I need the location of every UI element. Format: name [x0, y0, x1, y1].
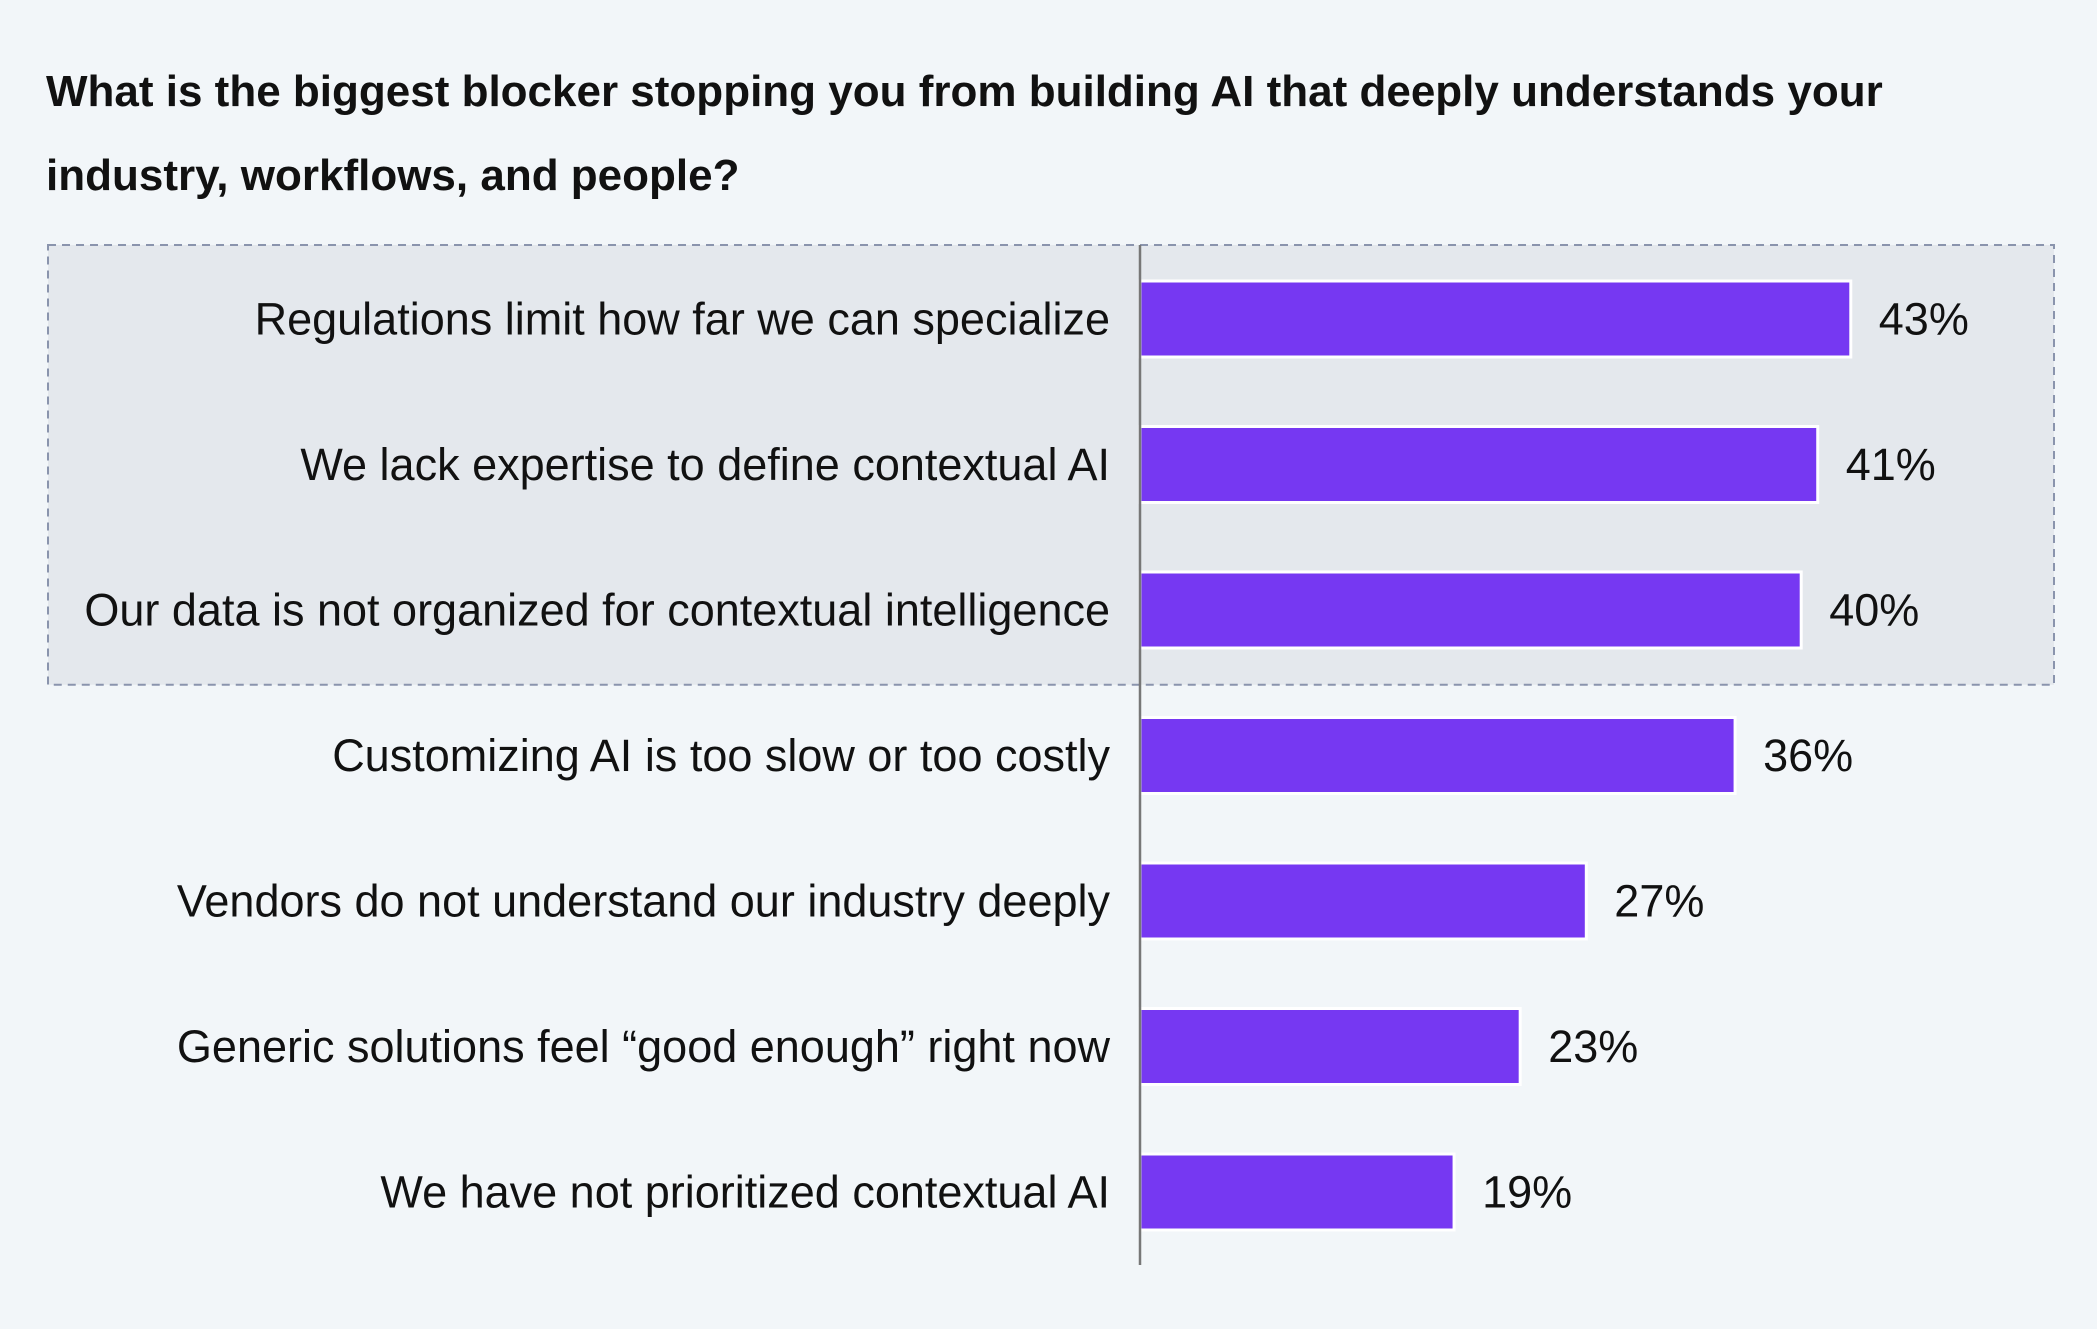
category-label: Our data is not organized for contextual… [84, 585, 1110, 636]
chart-title: What is the biggest blocker stopping you… [46, 67, 1883, 200]
bar [1138, 425, 1820, 504]
category-label: Vendors do not understand our industry d… [177, 876, 1111, 927]
category-label: We lack expertise to define contextual A… [300, 439, 1110, 490]
bar [1138, 570, 1803, 650]
category-label: We have not prioritized contextual AI [380, 1167, 1110, 1218]
value-label: 43% [1879, 294, 1969, 345]
value-label: 40% [1829, 585, 1919, 636]
category-label: Regulations limit how far we can special… [255, 294, 1110, 345]
bar [1138, 1007, 1522, 1086]
category-label: Generic solutions feel “good enough” rig… [177, 1021, 1111, 1072]
category-labels: Regulations limit how far we can special… [84, 294, 1110, 1218]
value-label: 23% [1548, 1021, 1638, 1072]
bar [1138, 716, 1737, 795]
category-label: Customizing AI is too slow or too costly [332, 730, 1110, 781]
value-label: 41% [1846, 439, 1936, 490]
bar [1138, 861, 1588, 941]
value-labels: 43% 41% 40% 36% 27% 23% 19% [1482, 294, 1969, 1218]
value-label: 27% [1614, 876, 1704, 927]
value-label: 36% [1763, 730, 1853, 781]
bar [1138, 279, 1853, 359]
value-label: 19% [1482, 1167, 1572, 1218]
bar [1138, 1152, 1456, 1232]
